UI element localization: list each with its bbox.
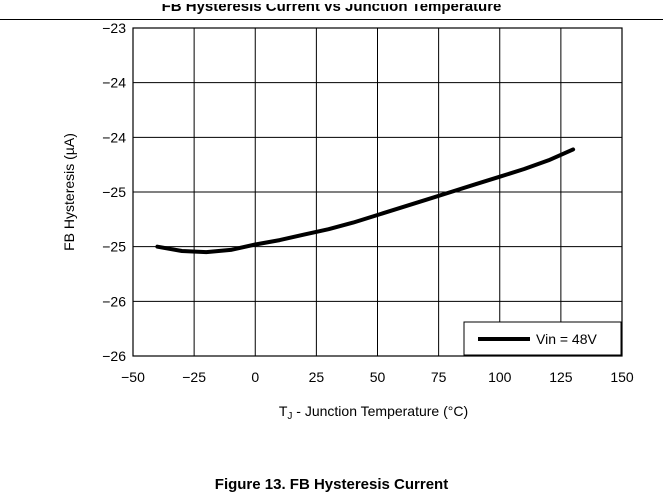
plot-area-frame — [132, 27, 623, 357]
x-tick-label: 50 — [370, 369, 386, 385]
x-tick-label: 0 — [251, 369, 259, 385]
x-axis-label-sub: J — [287, 411, 292, 422]
x-tick-label: 100 — [488, 369, 512, 385]
x-tick-label: 25 — [309, 369, 325, 385]
y-axis-label: FB Hysteresis (µA) — [61, 133, 77, 251]
y-tick-label: −25 — [102, 239, 126, 255]
page-title: FB Hysteresis Current vs Junction Temper… — [161, 4, 502, 15]
y-tick-label: −26 — [102, 293, 126, 309]
header-rule — [0, 19, 663, 20]
legend: Vin = 48V — [463, 321, 622, 356]
legend-box — [463, 321, 622, 356]
x-tick-label: 75 — [431, 369, 447, 385]
x-tick-label: 150 — [610, 369, 634, 385]
grid — [132, 27, 623, 357]
x-axis-ticks: −50 −25 0 25 50 75 100 125 150 — [121, 369, 634, 385]
x-axis-label-main: T — [279, 403, 288, 419]
y-tick-label: −24 — [102, 129, 126, 145]
x-tick-label: −25 — [182, 369, 206, 385]
y-tick-label: −23 — [102, 20, 126, 36]
series-line-vin-48v — [155, 147, 576, 255]
x-tick-label: −50 — [121, 369, 145, 385]
y-axis-ticks: −23 −24 −24 −25 −25 −26 −26 — [102, 20, 126, 364]
x-axis-label: TJ - Junction Temperature (°C) — [279, 403, 468, 422]
x-axis-label-rest: - Junction Temperature (°C) — [292, 403, 468, 419]
figure-caption: Figure 13. FB Hysteresis Current — [214, 476, 449, 493]
x-tick-label: 125 — [549, 369, 573, 385]
y-tick-label: −25 — [102, 184, 126, 200]
legend-label: Vin = 48V — [536, 331, 598, 347]
y-tick-label: −24 — [102, 75, 126, 91]
y-tick-label: −26 — [102, 348, 126, 364]
